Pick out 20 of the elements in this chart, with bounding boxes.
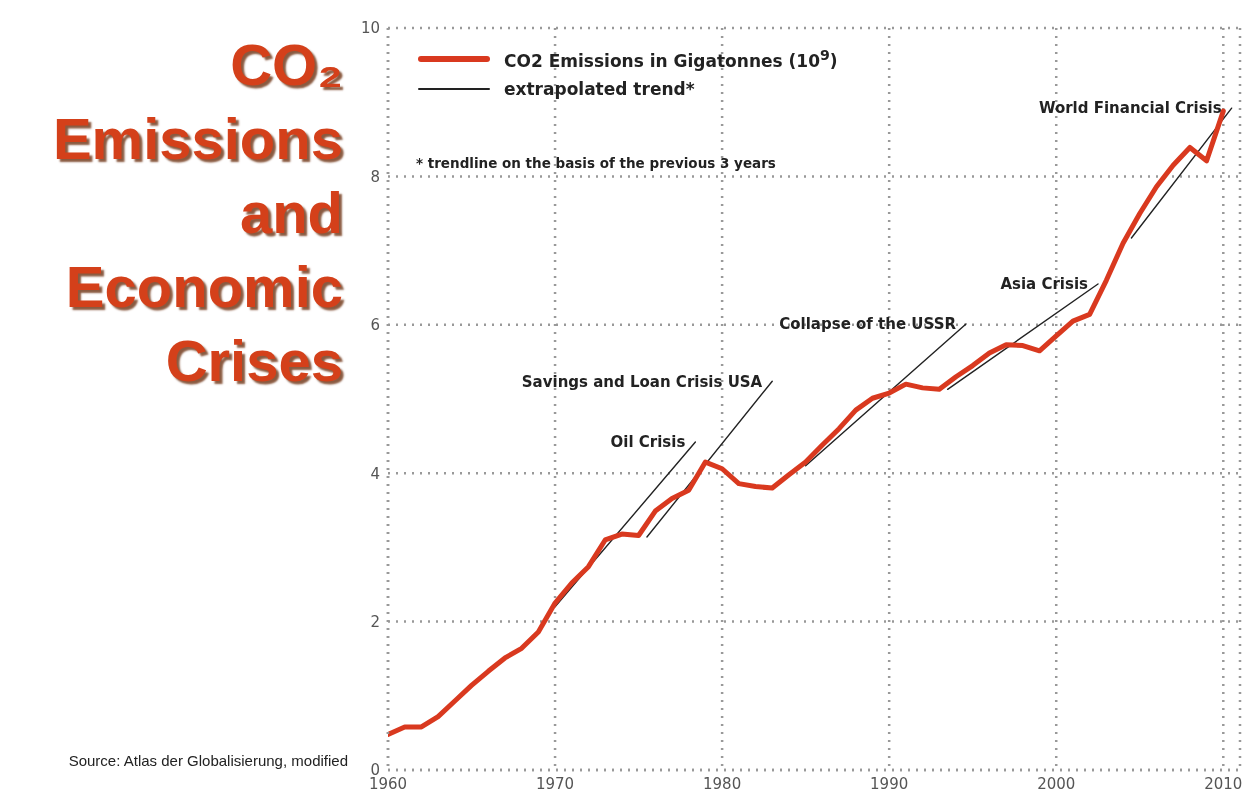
legend-label: extrapolated trend*: [504, 79, 695, 99]
source-note: Source: Atlas der Globalisierung, modified: [67, 752, 348, 769]
y-tick-label: 2: [370, 612, 380, 631]
text: CO₂ Emissions and Economic Crises: [51, 31, 343, 395]
y-tick-label: 8: [370, 167, 380, 186]
x-tick-label: 1970: [535, 774, 575, 793]
legend-label: CO2 Emissions in Gigatonnes (10$^{9}$): [504, 47, 838, 71]
x-tick-label: 2000: [1037, 774, 1076, 793]
annotation: Savings and Loan Crisis USA: [521, 372, 763, 391]
annotation: World Financial Crisis: [1038, 99, 1222, 118]
y-tick-label: 4: [370, 464, 380, 483]
annotation: Asia Crisis: [1000, 275, 1089, 294]
y-tick-label: 6: [370, 316, 380, 335]
annotation: Collapse of the USSR: [779, 315, 957, 334]
x-tick-label: 1990: [870, 774, 909, 793]
x-tick-label: 1980: [703, 774, 742, 793]
y-tick-label: 10: [360, 19, 380, 38]
annotation: * trendline on the basis of the previous 3 years: [416, 155, 776, 171]
annotation: Oil Crisis: [610, 433, 686, 452]
x-tick-label: 2010: [1204, 774, 1243, 793]
